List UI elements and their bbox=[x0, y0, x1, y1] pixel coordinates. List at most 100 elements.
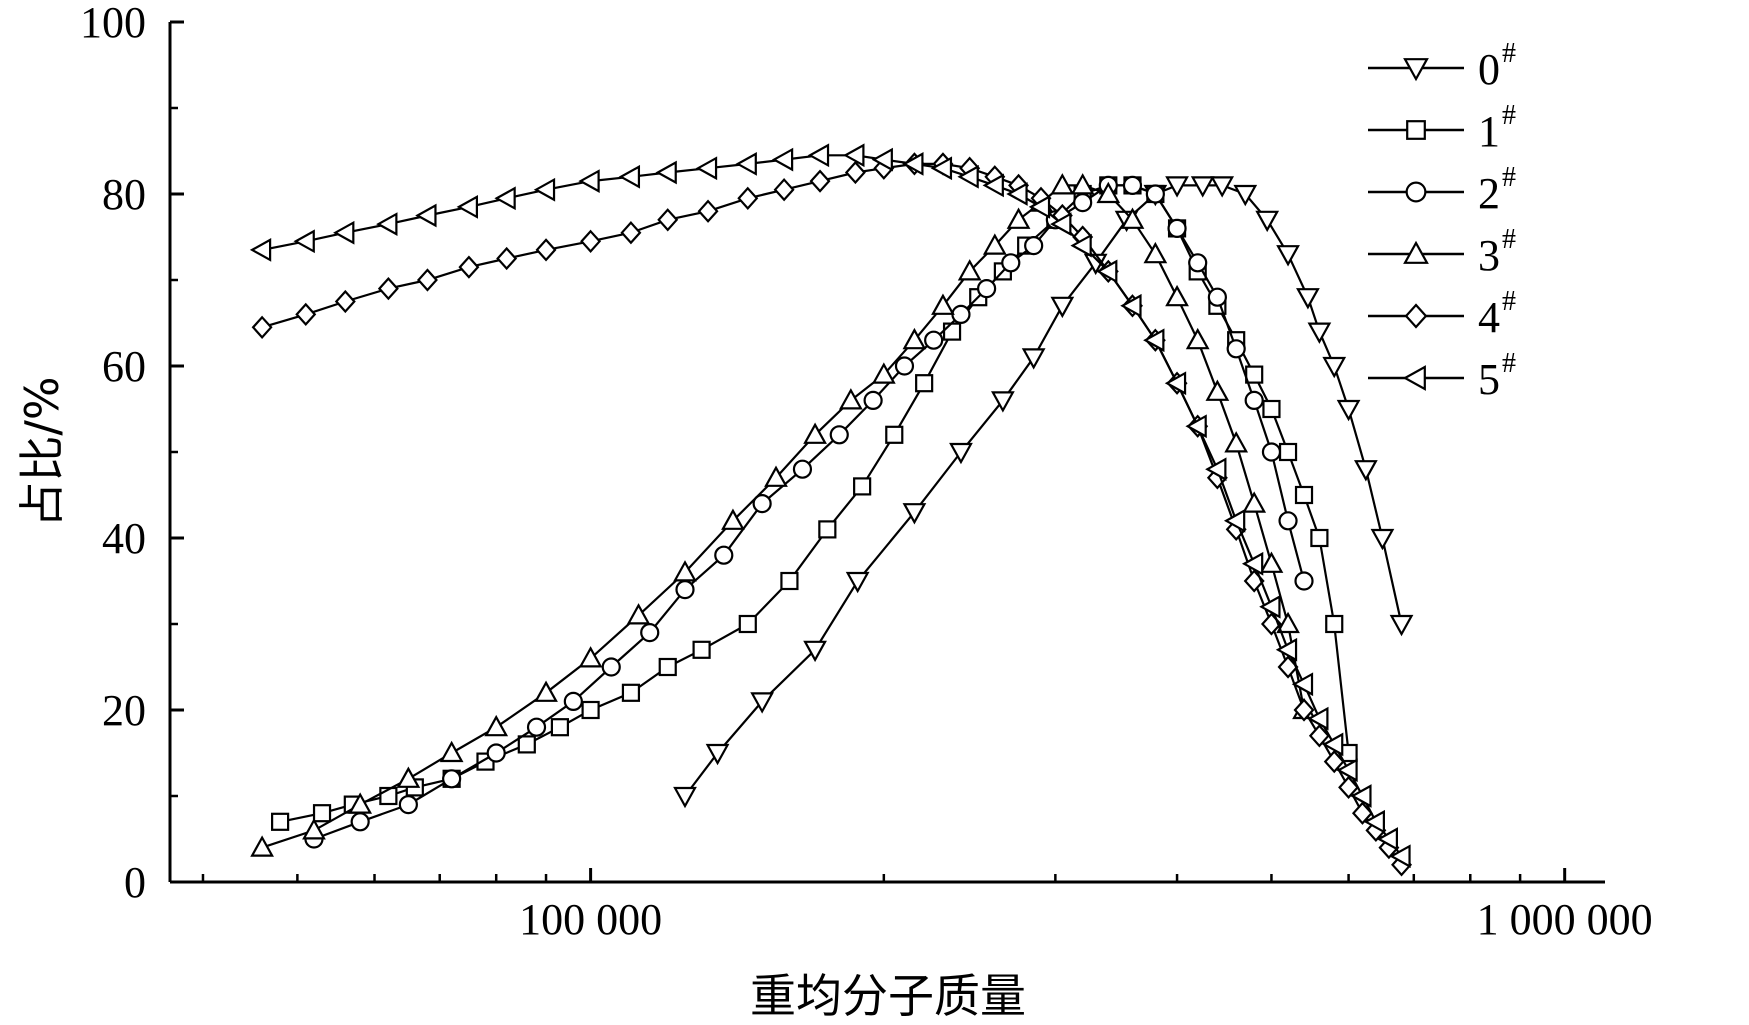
data-point-1 bbox=[621, 683, 641, 702]
legend-superscript: # bbox=[1502, 286, 1516, 317]
data-point-2 bbox=[863, 390, 883, 410]
legend-superscript: # bbox=[1502, 162, 1516, 193]
data-point-2 bbox=[1001, 253, 1021, 273]
data-point-3 bbox=[1224, 431, 1249, 453]
data-point-5 bbox=[1185, 414, 1207, 439]
data-point-5 bbox=[1307, 706, 1329, 731]
data-point-4 bbox=[1293, 698, 1315, 722]
y-tick-label: 20 bbox=[102, 686, 146, 735]
data-point-5 bbox=[618, 164, 641, 189]
data-point-3 bbox=[1205, 379, 1230, 401]
series-5 bbox=[249, 143, 1411, 869]
data-point-1 bbox=[853, 477, 872, 496]
data-point-3 bbox=[803, 422, 827, 444]
data-point-5 bbox=[1275, 637, 1298, 662]
data-point-0 bbox=[1276, 245, 1300, 267]
data-point-5 bbox=[982, 173, 1004, 198]
data-point-2 bbox=[894, 356, 915, 376]
data-point-1 bbox=[1310, 528, 1329, 548]
y-tick-label: 60 bbox=[102, 342, 146, 391]
data-point-2 bbox=[1145, 184, 1165, 204]
legend-superscript: # bbox=[1502, 348, 1516, 379]
data-point-3 bbox=[1165, 284, 1189, 307]
data-point-1 bbox=[915, 374, 934, 393]
series-line-3 bbox=[261, 184, 1306, 849]
ticks bbox=[170, 20, 1567, 884]
data-point-4 bbox=[496, 246, 518, 271]
data-point-2 bbox=[398, 794, 418, 815]
data-point-2 bbox=[486, 743, 506, 763]
data-point-0 bbox=[1307, 322, 1332, 344]
data-point-3 bbox=[1143, 241, 1168, 264]
data-point-2 bbox=[829, 425, 849, 445]
data-point-3 bbox=[302, 818, 326, 840]
legend-marker bbox=[1405, 181, 1427, 203]
legend-entry-0: 0 # bbox=[1368, 38, 1516, 94]
data-point-0 bbox=[1050, 296, 1075, 319]
data-point-3 bbox=[578, 646, 603, 668]
data-point-5 bbox=[771, 147, 794, 172]
data-point-5 bbox=[902, 152, 924, 176]
data-point-5 bbox=[1376, 827, 1399, 851]
series-line-2 bbox=[313, 184, 1306, 841]
data-point-3 bbox=[348, 792, 373, 814]
legend-marker bbox=[1403, 240, 1429, 264]
data-point-0 bbox=[1165, 176, 1189, 198]
data-point-4 bbox=[844, 160, 866, 185]
series-1 bbox=[271, 176, 1358, 831]
data-point-1 bbox=[1245, 365, 1264, 384]
data-point-3 bbox=[1070, 173, 1095, 195]
data-point-4 bbox=[295, 302, 317, 327]
data-point-1 bbox=[780, 571, 799, 591]
data-point-2 bbox=[601, 657, 621, 677]
data-point-2 bbox=[924, 330, 944, 350]
data-point-5 bbox=[494, 186, 516, 211]
data-point-5 bbox=[1028, 195, 1051, 219]
series-line-1 bbox=[279, 184, 1350, 823]
data-point-4 bbox=[580, 229, 602, 253]
data-point-0 bbox=[1021, 348, 1046, 370]
legend-marker bbox=[1403, 58, 1429, 82]
legend-entry-2: 2 # bbox=[1368, 162, 1516, 218]
data-point-5 bbox=[1070, 233, 1092, 258]
data-point-1 bbox=[1294, 485, 1314, 505]
data-point-1 bbox=[550, 718, 570, 737]
data-point-4 bbox=[1338, 775, 1360, 800]
data-point-1 bbox=[738, 614, 757, 634]
data-point-2 bbox=[1207, 287, 1227, 307]
data-point-0 bbox=[1190, 176, 1215, 198]
data-point-2 bbox=[1226, 339, 1246, 359]
data-point-5 bbox=[1389, 844, 1411, 869]
data-point-2 bbox=[640, 622, 660, 643]
data-point-3 bbox=[764, 465, 788, 487]
data-point-2 bbox=[1278, 511, 1298, 531]
data-point-5 bbox=[1205, 457, 1227, 482]
data-point-1 bbox=[885, 425, 904, 444]
data-point-3 bbox=[982, 233, 1007, 255]
data-point-2 bbox=[563, 691, 583, 712]
data-point-5 bbox=[1241, 551, 1264, 576]
data-point-2 bbox=[350, 812, 370, 832]
data-point-4 bbox=[1323, 749, 1345, 774]
data-point-0 bbox=[750, 692, 775, 714]
data-point-5 bbox=[376, 212, 398, 236]
data-point-0 bbox=[845, 571, 870, 594]
series-layer bbox=[249, 143, 1414, 877]
data-point-1 bbox=[1262, 399, 1281, 419]
data-point-0 bbox=[1322, 356, 1347, 379]
data-point-3 bbox=[1050, 173, 1075, 195]
data-point-4 bbox=[377, 276, 399, 301]
data-point-3 bbox=[1120, 207, 1145, 229]
data-point-2 bbox=[1167, 218, 1187, 238]
legend-entry-3: 3 # bbox=[1368, 224, 1516, 280]
legend-entry-5: 5 # bbox=[1368, 348, 1516, 404]
legend-label: 2 bbox=[1478, 169, 1500, 218]
data-point-3 bbox=[250, 835, 274, 857]
data-point-5 bbox=[1336, 758, 1358, 783]
data-point-3 bbox=[1242, 491, 1267, 513]
data-point-1 bbox=[1325, 614, 1344, 634]
data-point-0 bbox=[1210, 176, 1235, 198]
data-point-0 bbox=[803, 640, 827, 663]
